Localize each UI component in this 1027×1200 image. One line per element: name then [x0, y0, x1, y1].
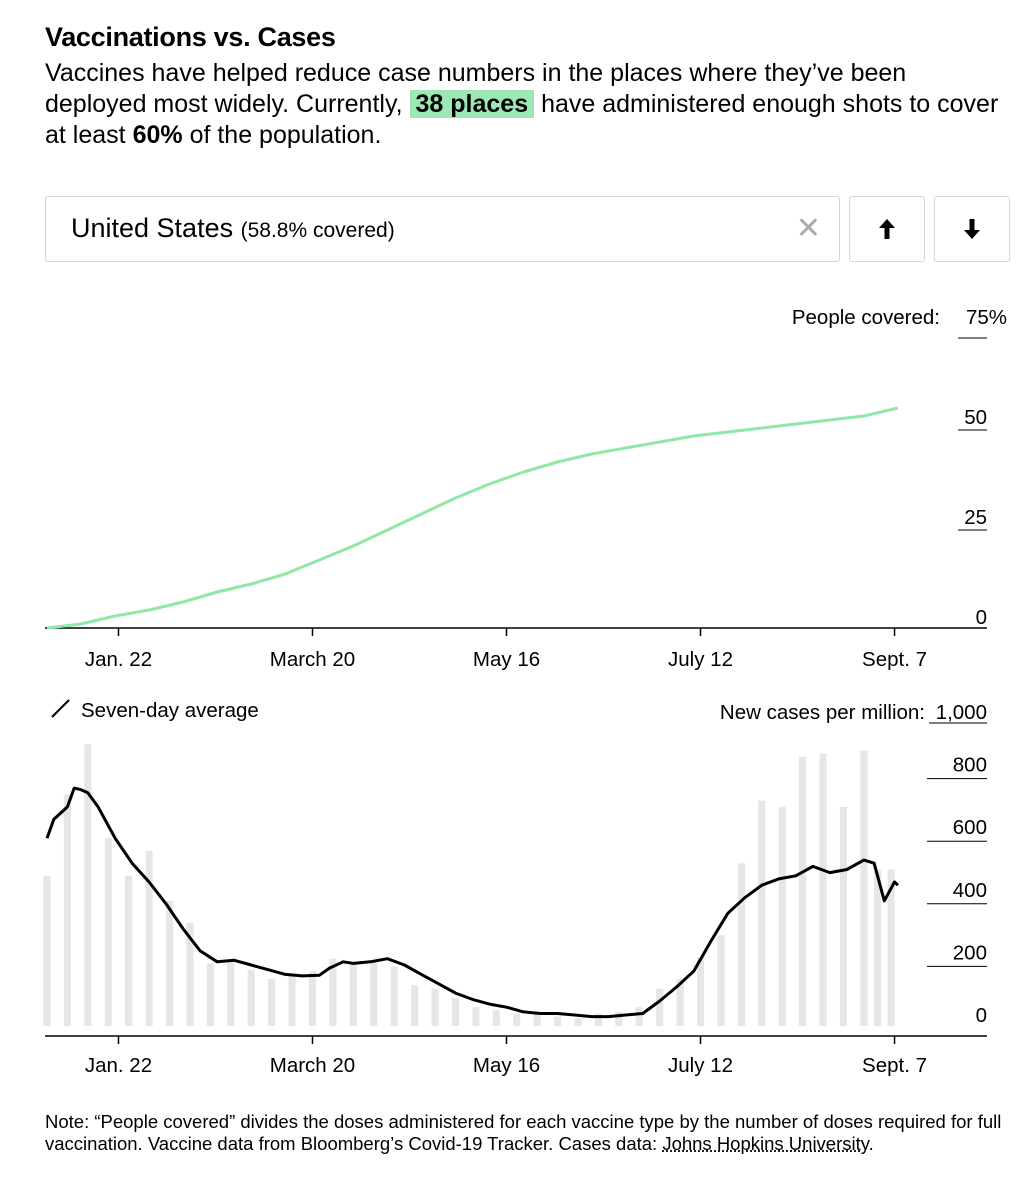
daily-case-bar — [349, 963, 357, 1026]
daily-case-bar — [104, 838, 112, 1026]
footnote: Note: “People covered” divides the doses… — [45, 1111, 1005, 1155]
cases-chart: Seven-day average 0 200 400 600 800 New cases … — [43, 699, 987, 1077]
diagonal-line-icon — [51, 699, 70, 718]
y-tick-label: 600 — [953, 816, 987, 839]
close-icon[interactable]: ✕ — [795, 212, 821, 245]
x-tick-label: July 12 — [668, 1054, 733, 1077]
daily-case-bar — [533, 1013, 541, 1026]
daily-case-bar — [308, 971, 317, 1026]
seven-day-average-line — [45, 786, 899, 1019]
x-tick-label: Sept. 7 — [862, 648, 927, 671]
chart-subtitle: Vaccines have helped reduce case numbers… — [45, 58, 1005, 151]
subtitle-text-c: of the population. — [189, 121, 382, 149]
x-tick-label: March 20 — [270, 648, 355, 671]
daily-case-bar — [778, 806, 786, 1026]
place-search-value[interactable]: United States (58.8% covered) — [71, 213, 395, 244]
daily-case-bar — [513, 1013, 521, 1026]
y-axis-title: People covered: — [792, 306, 940, 329]
daily-case-bar — [615, 1011, 623, 1026]
y-tick-label: 25 — [964, 506, 987, 529]
daily-case-bar — [268, 979, 276, 1026]
x-tick-label: Jan. 22 — [85, 1054, 152, 1077]
daily-case-bar — [411, 985, 419, 1026]
daily-case-bar — [819, 753, 827, 1026]
daily-case-bar — [63, 794, 71, 1026]
footnote-end: . — [868, 1133, 874, 1154]
daily-case-bar — [390, 966, 398, 1026]
x-tick-label: May 16 — [473, 648, 540, 671]
johns-hopkins-link[interactable]: Johns Hopkins University — [662, 1133, 869, 1154]
daily-case-bar — [84, 744, 92, 1026]
daily-case-bar — [860, 750, 868, 1026]
daily-case-bar — [839, 806, 848, 1026]
daily-case-bar — [165, 900, 174, 1026]
legend-seven-day-label: Seven-day average — [81, 699, 259, 722]
y-tick-label: 75% — [966, 306, 1007, 329]
subtitle-bold-percent: 60% — [132, 121, 183, 149]
daily-case-bar — [656, 988, 664, 1026]
daily-case-bar — [329, 958, 337, 1026]
daily-case-bar — [717, 935, 725, 1026]
x-tick-label: March 20 — [270, 1054, 355, 1077]
place-name: United States — [71, 213, 234, 243]
daily-case-bar — [635, 1007, 643, 1026]
daily-case-bar — [472, 1007, 480, 1026]
chart-title: Vaccinations vs. Cases — [45, 22, 336, 52]
daily-case-bar — [186, 922, 194, 1026]
place-search-box[interactable]: United States (58.8% covered) ✕ — [45, 196, 840, 262]
vaccination-chart: 0 25 50 People covered: 75% Jan. 22 March 20 Ma… — [45, 306, 1007, 671]
arrow-down-icon — [964, 219, 980, 239]
daily-case-bar — [574, 1018, 582, 1026]
y-axis-title: New cases per million: — [720, 701, 925, 724]
daily-case-bar — [247, 969, 255, 1026]
daily-case-bar — [206, 963, 214, 1026]
places-highlight-badge: 38 places — [409, 90, 535, 118]
y-tick-label: 800 — [953, 754, 987, 777]
daily-case-bar — [758, 800, 766, 1026]
daily-case-bar — [873, 869, 882, 1026]
subtitle-text-b: have administered enough shots to cover … — [45, 90, 999, 149]
y-tick-label: 0 — [976, 1004, 987, 1027]
vaccination-line — [46, 406, 899, 630]
y-tick-label: 50 — [964, 406, 987, 429]
x-tick-label: Sept. 7 — [862, 1054, 927, 1077]
daily-case-bar — [492, 1010, 500, 1026]
daily-case-bar — [451, 997, 460, 1026]
daily-case-bar — [288, 975, 296, 1026]
x-tick-label: May 16 — [473, 1054, 540, 1077]
y-tick-label: 1,000 — [936, 701, 987, 724]
previous-place-button[interactable] — [849, 196, 925, 262]
daily-case-bar — [696, 957, 705, 1026]
daily-case-bar — [887, 869, 895, 1026]
daily-case-bar — [594, 1013, 602, 1026]
place-coverage: (58.8% covered) — [240, 219, 395, 242]
daily-case-bar — [125, 875, 133, 1026]
daily-case-bar — [676, 979, 684, 1026]
next-place-button[interactable] — [934, 196, 1010, 262]
daily-case-bar — [799, 756, 807, 1026]
x-tick-label: Jan. 22 — [85, 648, 152, 671]
footnote-text: Note: “People covered” divides the doses… — [45, 1111, 1002, 1154]
daily-case-bar — [737, 863, 745, 1026]
arrow-up-icon — [879, 219, 895, 239]
daily-case-bar — [43, 875, 51, 1026]
daily-case-bar — [553, 1016, 562, 1026]
x-tick-label: July 12 — [668, 648, 733, 671]
daily-case-bar — [145, 850, 153, 1026]
y-tick-label: 400 — [953, 879, 987, 902]
daily-case-bar — [431, 988, 439, 1026]
y-tick-label: 0 — [976, 606, 987, 629]
daily-case-bar — [227, 960, 235, 1026]
subtitle-text-a: Vaccines have helped reduce case numbers… — [45, 59, 907, 118]
y-tick-label: 200 — [953, 941, 987, 964]
daily-case-bar — [370, 960, 378, 1026]
